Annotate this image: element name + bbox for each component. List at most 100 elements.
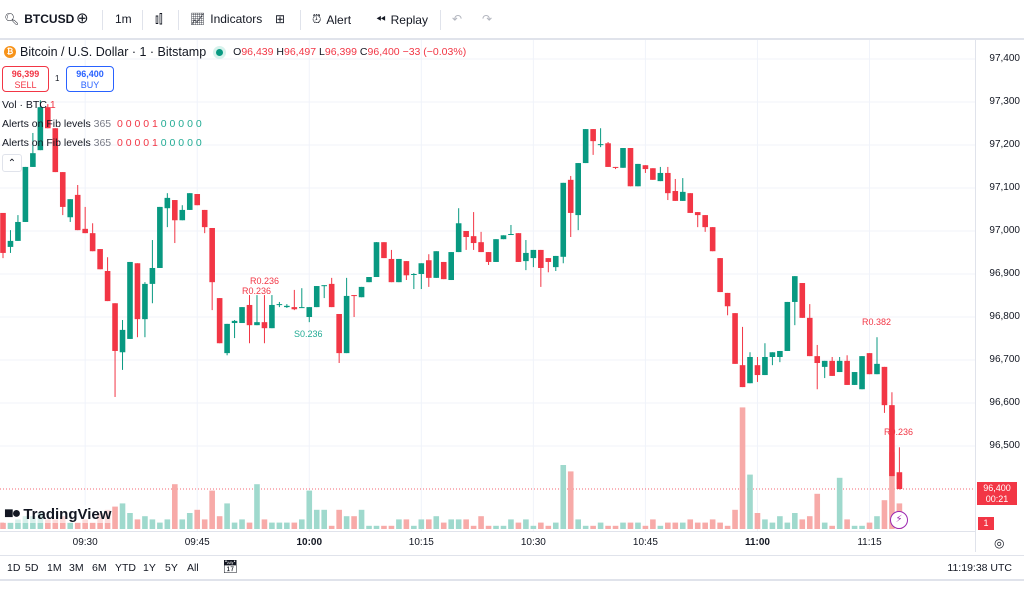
volume-bar xyxy=(224,503,230,529)
volume-bar xyxy=(874,516,880,529)
alert-button[interactable]: ⏰︎ Alert xyxy=(312,12,352,27)
candle-body xyxy=(702,215,708,228)
volume-bar xyxy=(679,522,686,529)
layouts-button[interactable]: ⊞ xyxy=(275,12,285,26)
volume-bar xyxy=(299,519,305,529)
undo-button[interactable]: ↶ xyxy=(452,12,462,26)
candle-body xyxy=(896,472,903,489)
calendar-icon[interactable]: 📅︎ xyxy=(222,559,239,574)
volume-bar xyxy=(134,519,141,529)
price-axis[interactable]: 97,400 97,300 97,200 97,100 97,000 96,900 96,8… xyxy=(975,40,1024,552)
symbol-title[interactable]: Bitcoin / U.S. Dollar · 1 · Bitstamp xyxy=(20,45,207,59)
time-axis[interactable]: 09:30 09:45 10:00 10:15 10:30 10:45 11:00 11:15 xyxy=(0,531,975,553)
candle-body xyxy=(112,303,118,351)
price-tick: 97,100 xyxy=(989,182,1020,193)
time-tick: 10:15 xyxy=(408,537,434,548)
candle-body xyxy=(209,227,215,283)
price-tick: 96,500 xyxy=(989,440,1020,451)
volume-bar xyxy=(15,519,21,529)
lightning-icon[interactable]: ⚡︎ xyxy=(890,511,908,529)
volume-bar xyxy=(291,522,298,529)
spread-value: 1 xyxy=(55,74,60,83)
volume-bar xyxy=(851,525,858,529)
candle-body xyxy=(388,258,395,283)
redo-button[interactable]: ↷ xyxy=(482,12,492,26)
candle-body xyxy=(89,233,96,252)
candle-body xyxy=(328,283,335,308)
volume-bar xyxy=(687,519,694,529)
plus-circle-icon: ⊕ xyxy=(76,10,89,27)
candle-body xyxy=(276,304,283,306)
candle-body xyxy=(612,166,619,168)
indicator-fib-alerts-1[interactable]: Alerts on Fib levels 365 0 0 0 0 1 0 0 0… xyxy=(2,118,202,130)
volume-bar xyxy=(799,519,806,529)
range-button-6m[interactable]: 6M xyxy=(92,562,107,574)
range-button-1m[interactable]: 1M xyxy=(47,562,62,574)
range-button-all[interactable]: All xyxy=(187,562,199,574)
candle-body xyxy=(254,322,260,326)
indicator-volume[interactable]: Vol · BTC 1 xyxy=(2,99,56,111)
candle-body xyxy=(560,182,567,257)
collapse-legend-button[interactable]: ⌃ xyxy=(2,154,22,172)
volume-bar xyxy=(575,519,581,529)
range-button-1d[interactable]: 1D xyxy=(7,562,21,574)
clock[interactable]: 11:19:38 UTC xyxy=(947,562,1012,574)
candle-body xyxy=(194,194,201,206)
interval-button[interactable]: 1m xyxy=(115,12,132,26)
range-button-1y[interactable]: 1Y xyxy=(143,562,156,574)
ohlc-values: O96,439 H96,497 L96,399 C96,400 −33 (−0.… xyxy=(233,46,467,58)
candle-body xyxy=(478,242,484,253)
candle-body xyxy=(425,260,432,278)
volume-bar xyxy=(470,525,477,529)
indicators-button[interactable]: 📈︎ Indicators xyxy=(190,12,263,26)
volume-bar xyxy=(538,522,544,529)
chart-type-button[interactable]: ⫾⫿ xyxy=(155,12,163,27)
volume-bar xyxy=(754,513,761,529)
candle-body xyxy=(552,255,559,268)
candle-body xyxy=(567,179,574,213)
candle-body xyxy=(216,298,223,344)
volume-bar xyxy=(844,519,850,529)
candle-body xyxy=(500,235,507,240)
compare-symbol-button[interactable]: ⊕ xyxy=(76,9,89,27)
range-button-3m[interactable]: 3M xyxy=(69,562,84,574)
buy-button[interactable]: 96,400 BUY xyxy=(66,66,114,92)
candle-body xyxy=(97,249,103,270)
candle-body xyxy=(754,365,761,376)
volume-bar xyxy=(381,525,387,529)
range-button-ytd[interactable]: YTD xyxy=(115,562,136,574)
candle-body xyxy=(358,286,365,298)
time-tick: 11:00 xyxy=(744,537,770,548)
volume-bar xyxy=(388,525,395,529)
candle-body xyxy=(844,360,850,385)
chevron-up-icon: ⌃ xyxy=(7,158,17,169)
search-icon: 🔍︎ xyxy=(4,12,20,26)
volume-bar xyxy=(702,522,708,529)
alarm-clock-icon: ⏰︎ xyxy=(312,12,322,26)
candle-body xyxy=(37,107,44,151)
price-chart[interactable] xyxy=(0,40,975,531)
volume-bar xyxy=(806,516,813,529)
replay-button[interactable]: ⏪︎ Replay xyxy=(376,12,428,27)
volume-bar xyxy=(351,516,357,529)
volume-bar xyxy=(709,519,716,529)
volume-bar xyxy=(358,509,365,529)
candle-body xyxy=(814,356,821,364)
indicator-fib-alerts-2[interactable]: Alerts on Fib levels 365 0 0 0 0 1 0 0 0… xyxy=(2,137,202,149)
range-button-5d[interactable]: 5D xyxy=(25,562,39,574)
volume-bar xyxy=(724,525,731,529)
candle-body xyxy=(582,129,589,164)
volume-bar xyxy=(821,522,828,529)
volume-bar xyxy=(440,522,447,529)
volume-bar xyxy=(485,525,492,529)
candle-body xyxy=(373,242,380,278)
candle-body xyxy=(672,191,679,201)
candle-body xyxy=(620,148,626,168)
candle-body xyxy=(508,234,514,236)
symbol-search-button[interactable]: 🔍︎ BTCUSD xyxy=(4,12,75,26)
range-button-5y[interactable]: 5Y xyxy=(165,562,178,574)
sell-button[interactable]: 96,399 SELL xyxy=(2,66,49,92)
volume-bar xyxy=(515,522,522,529)
settings-gear-icon[interactable]: ◎ xyxy=(994,536,1005,550)
top-toolbar: 🔍︎ BTCUSD ⊕ 1m ⫾⫿ 📈︎ Indicators ⊞ ⏰︎ Alert … xyxy=(0,0,1024,40)
